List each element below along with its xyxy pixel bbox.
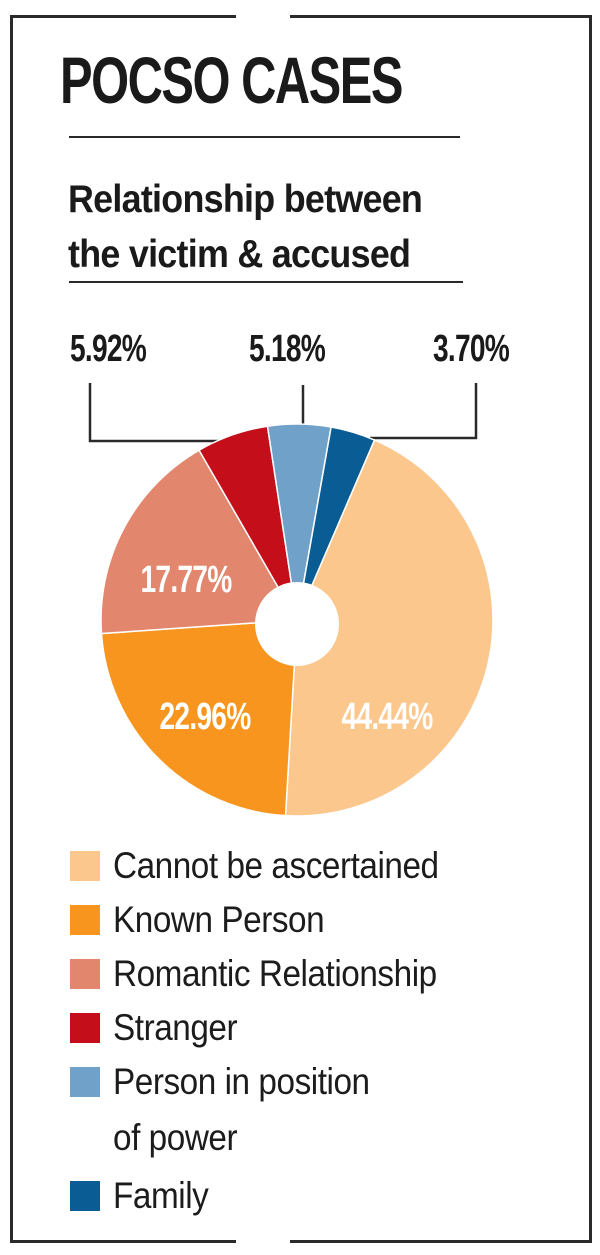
- swatch-romantic: [70, 959, 100, 989]
- title-rule: [69, 136, 460, 138]
- label-known: 22.96%: [159, 696, 252, 738]
- swatch-cannot: [70, 851, 100, 881]
- legend-label-line-1: Person in position: [113, 1061, 370, 1102]
- chart-subtitle: Relationship between the victim & accuse…: [68, 172, 423, 282]
- legend-label: Family: [113, 1175, 209, 1216]
- frame-bottom-right: [290, 1240, 592, 1243]
- frame-top-left: [10, 15, 236, 18]
- leader-lines: [88, 383, 478, 443]
- legend-label: Cannot be ascertained: [113, 845, 439, 886]
- callout-person-in-power: 5.18%: [249, 328, 326, 370]
- slice-person-in-power: [266, 423, 332, 621]
- callout-family: 3.70%: [433, 328, 510, 370]
- legend-label: Stranger: [113, 1007, 238, 1048]
- donut-hole: [255, 582, 339, 666]
- legend-item-romantic: Romantic Relationship: [70, 950, 475, 998]
- legend-item-known: Known Person: [70, 896, 475, 944]
- pie-slices: [100, 423, 494, 817]
- swatch-stranger: [70, 1013, 100, 1043]
- legend-item-cannot: Cannot be ascertained: [70, 842, 475, 890]
- swatch-known: [70, 905, 100, 935]
- frame-right: [589, 15, 592, 1243]
- legend: Cannot be ascertained Known Person Roman…: [70, 842, 475, 1226]
- label-romantic: 17.77%: [140, 559, 233, 601]
- legend-label: Known Person: [113, 899, 325, 940]
- swatch-family: [70, 1181, 100, 1211]
- label-cannot: 44.44%: [341, 696, 434, 738]
- frame-top-right: [290, 15, 592, 18]
- subtitle-rule: [69, 281, 463, 283]
- legend-item-stranger: Stranger: [70, 1004, 475, 1052]
- subtitle-line-1: Relationship between: [68, 178, 423, 221]
- subtitle-line-2: the victim & accused: [68, 233, 411, 276]
- frame-left: [10, 15, 13, 1243]
- slice-romantic: [100, 449, 299, 635]
- slice-cannot: [284, 439, 494, 817]
- leader-line-stranger: [88, 383, 222, 443]
- legend-item-family: Family: [70, 1172, 475, 1220]
- legend-label: Person in position of power: [113, 1054, 370, 1166]
- swatch-person-in-power: [70, 1067, 100, 1097]
- chart-title: POCSO CASES: [60, 43, 403, 117]
- legend-label-line-2: of power: [113, 1117, 238, 1158]
- legend-item-person-in-power: Person in position of power: [70, 1058, 475, 1166]
- leader-line-family: [370, 383, 478, 440]
- slice-known: [100, 619, 298, 817]
- legend-label: Romantic Relationship: [113, 953, 437, 994]
- frame-bottom-left: [10, 1240, 236, 1243]
- callout-stranger: 5.92%: [70, 328, 147, 370]
